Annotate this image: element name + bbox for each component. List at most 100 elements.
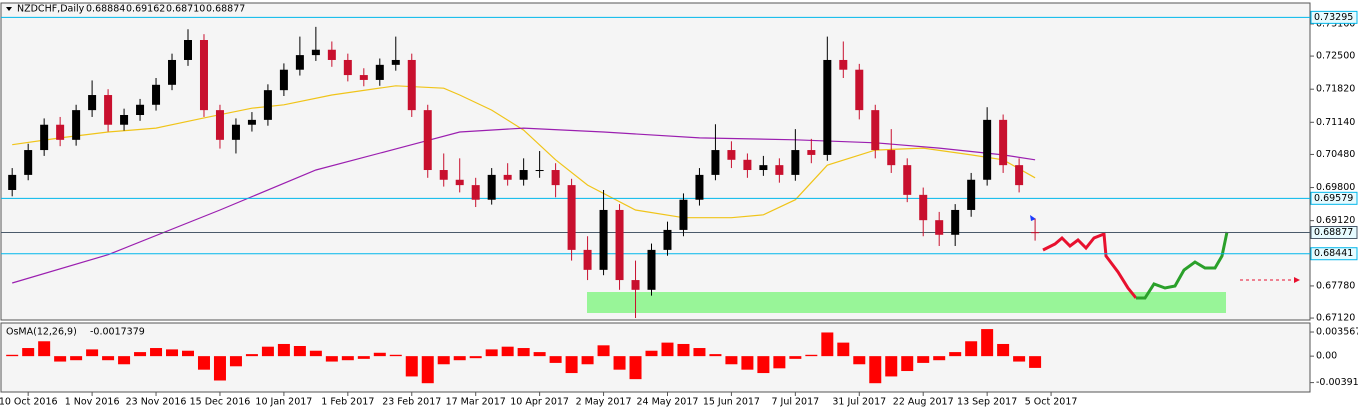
osma-bar [805,354,818,357]
candle-body [791,150,800,175]
osma-bar [533,352,546,357]
osma-bar [853,356,866,365]
candle-body [727,150,736,160]
candle-body [8,174,17,190]
y-tick-label: 0.67120 [1316,313,1355,324]
candle-body [839,59,848,70]
osma-bar [469,356,482,359]
candle-body [359,75,368,80]
candle-body [599,209,608,270]
x-tick-label: 31 Jul 2017 [832,397,886,408]
level-label: 0.73295 [1314,12,1353,23]
osma-tick-label: -0.003911 [1316,377,1358,388]
osma-bar [517,348,530,357]
candle-body [104,95,113,125]
target-arrow [1294,277,1300,283]
osma-bar [933,356,946,361]
candle-body [439,170,448,180]
level-label: 0.68441 [1314,248,1353,259]
osma-bar [837,342,850,357]
osma-bar [821,332,834,357]
osma-bar [501,346,514,357]
candle-body [695,174,704,200]
osma-bar [373,352,386,357]
osma-bar [389,354,402,357]
osma-bar [118,356,131,365]
candle-body [375,64,384,80]
candle-body [631,280,640,290]
candle-body [423,110,432,171]
osma-bar [693,348,706,357]
osma-bar [917,356,930,363]
osma-tick-label: 0.003567 [1316,327,1358,338]
level-label: 0.69579 [1314,193,1353,204]
osma-bar [1013,356,1026,362]
osma-bar [150,348,163,357]
candle-body [279,69,288,91]
candle-body [152,84,161,105]
candle-body [40,124,49,151]
y-tick-label: 0.73160 [1316,18,1355,29]
candle-body [487,174,496,200]
osma-bar [453,356,466,361]
candle-body [583,249,592,270]
level-box [1310,247,1358,261]
osma-bar [197,356,210,370]
osma-bar [341,356,354,361]
osma-current: -0.0017379 [90,327,145,338]
moving-average [12,127,1036,284]
osma-bar [309,350,322,357]
osma-bar [949,352,962,357]
osma-bar [485,349,498,357]
level-box [1310,191,1358,205]
osma-bar [277,343,290,357]
osma-bar [6,354,19,357]
candle-body [120,114,129,125]
x-tick-label: 23 Nov 2016 [126,397,187,408]
candle-body [919,194,928,221]
x-tick-label: 22 Aug 2017 [893,397,954,408]
x-tick-label: 15 Jun 2017 [703,397,760,408]
osma-bar [981,329,994,357]
osma-bar [70,356,83,361]
level-box [1310,225,1358,239]
osma-bar [997,343,1010,357]
candle-body [343,59,352,76]
candle-body [519,170,528,180]
osma-bar [549,356,562,363]
signal-arrow [1030,215,1036,221]
header-value: 0.69162 [126,4,165,15]
candle-body [535,170,544,172]
candle-body [615,209,624,281]
candle-body [679,199,688,230]
candle-body [743,159,752,171]
demand-zone [587,292,1226,313]
candle-body [88,95,97,111]
candle-body [263,90,272,120]
candle-body [24,150,33,175]
y-tick-label: 0.69120 [1316,215,1355,226]
candle-body [647,249,656,290]
candle-body [711,150,720,175]
level-box [1310,10,1358,24]
x-tick-label: 5 Oct 2017 [1025,397,1078,408]
osma-bar [725,356,738,365]
candle-body [455,179,464,186]
osma-bar [22,348,35,357]
x-tick-label: 24 May 2017 [637,397,699,408]
candle-body [136,104,145,115]
candle-body [56,124,65,140]
osma-bar [757,356,770,374]
osma-bar [38,341,51,357]
osma-bar [581,356,594,365]
osma-bar [741,356,754,370]
candle-body [199,40,208,111]
candle-body [247,119,256,125]
candle-body [887,150,896,166]
osma-bar [245,354,258,357]
x-tick-label: 7 Jul 2017 [771,397,819,408]
candle-body [807,150,816,155]
projection-up [1136,231,1229,300]
header-value: 0.68884 [86,4,125,15]
y-tick-label: 0.67780 [1316,280,1355,291]
